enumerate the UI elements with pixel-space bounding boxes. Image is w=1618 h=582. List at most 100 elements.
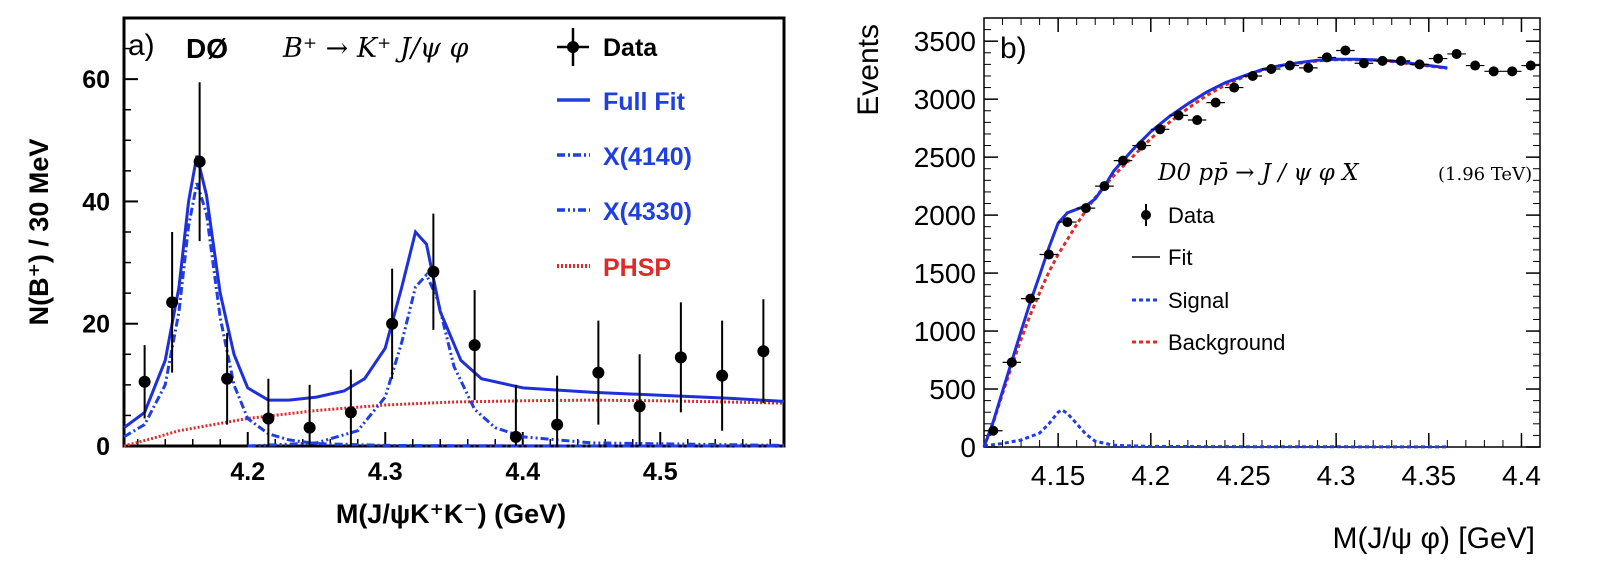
panel-b-energy-label: (1.96 TeV) [1438,164,1532,185]
panel-a-data-point [592,320,605,425]
panel-b-legend-background: Background [1168,330,1285,355]
panel-b-data-point [1354,58,1374,69]
panel-a-data-point [427,213,440,330]
panel-a-axis-ticks: 4.2 4.3 4.4 4.5 0 20 40 60 [82,47,771,486]
panel-b-marker [1340,45,1351,56]
panel-a-legend-full-fit: Full Fit [603,88,686,116]
panel-a-data-points [138,82,770,446]
panel-b-marker [1210,97,1221,108]
panel-a-label: a) [128,29,155,62]
panel-b-x-tick-label: 4.4 [1502,460,1541,491]
panel-b-x-tick-label: 4.2 [1131,460,1170,491]
panel-a-y-tick-label: 40 [82,188,110,216]
panel-a-phsp-curve [123,398,785,448]
panel-a-data-point [221,332,234,425]
panel-b-marker [988,425,999,436]
panel-a-experiment-label: DØ [186,33,228,64]
panel-a-data-point [468,290,481,401]
panel-a-marker [716,369,729,382]
panel-a-marker [193,155,206,168]
panel-b-data-point [1521,60,1540,71]
panel-b-data-point [1391,55,1411,66]
panel-b-data-point [1502,66,1522,77]
panel-b-data-point [1447,48,1466,59]
panel-a-marker [633,400,646,413]
panel-a-legend-x4140: X(4140) [603,143,692,171]
panel-a-x-tick-label: 4.2 [230,458,265,486]
panel-b-fit-curve [982,57,1448,448]
panel-b-y-tick-label: 0 [960,432,976,463]
panel-b-y-axis-label: Events [852,24,885,116]
panel-a-data-point [138,345,151,419]
panel-b-marker [1192,115,1203,126]
panel-b-legend-data-marker [1141,204,1151,226]
panel-a-legend: Data Full Fit X(4140) X(4330) PHSP [557,28,692,282]
panel-b-marker [1433,53,1444,64]
panel-b-marker [1284,60,1295,71]
panel-b-y-tick-label: 3500 [914,26,976,57]
panel-a-marker [592,366,605,379]
panel-b-marker [1229,82,1240,93]
panel-b-frame [983,17,1541,448]
panel-b-marker [1099,181,1110,192]
panel-b-marker [1396,55,1406,66]
panel-b-data-point [1262,64,1281,75]
panel-a-legend-x4330: X(4330) [603,198,692,226]
panel-b-marker [1173,110,1184,121]
panel-a-marker [757,345,770,358]
panel-b-data-point [984,425,1003,436]
panel-b-data-point [1113,155,1133,166]
panel-b-axis-ticks: 4.15 4.2 4.25 4.3 4.35 4.4 0 500 1000 1500 2000 250… [914,18,1541,491]
panel-b-data-point [1187,115,1207,126]
panel-a-decay-label: B⁺ → K⁺ J/ψ φ [282,33,469,64]
panel-b-data-point [1299,62,1318,73]
panel-b-marker [1321,52,1332,63]
panel-b-marker [1118,155,1128,166]
panel-a-data-point [674,302,687,413]
panel-a-marker [468,339,481,352]
panel-a-legend-data-marker [557,28,589,66]
panel-a-data-point [193,82,206,242]
panel-b-marker [1043,249,1054,260]
panel-b-legend-data: Data [1168,203,1215,228]
panel-a-marker [386,317,399,330]
panel-a-y-tick-label: 20 [82,311,110,339]
panel-b-data-point [1039,249,1059,260]
panel-b-y-tick-label: 2000 [914,200,976,231]
panel-b-data-point [1280,60,1300,71]
panel-b-marker [1414,59,1425,70]
panel-b-y-tick-label: 3000 [914,84,976,115]
panel-b-label: b) [1000,32,1027,65]
panel-a-y-tick-label: 60 [82,66,110,94]
panel-b-marker [1136,140,1147,151]
panel-a-data-point [551,375,564,446]
panel-b-data-points [984,45,1540,436]
panel-a-data-point [262,378,275,446]
panel-b-data-point [1021,293,1040,304]
panel-a-marker [166,296,179,309]
panel-b-signal-curve [983,408,1448,449]
panel-a-x4330-curve [247,272,785,448]
panel-a-data-point [633,354,646,446]
panel-b-data-point [1317,52,1337,63]
panel-a-x-axis-label: M(J/ψK⁺K⁻) (GeV) [336,499,566,529]
panel-a-full-fit-curve [123,155,785,429]
panel-a-data-point [386,268,399,379]
panel-b-y-tick-label: 1500 [914,258,976,289]
panel-b-data-point [1484,66,1503,77]
panel-a-data-point [303,384,316,446]
panel-b-marker [1155,124,1166,135]
panel-b-legend-fit: Fit [1168,245,1192,270]
panel-b-marker [1488,66,1499,77]
panel-b-marker [1247,70,1258,81]
panel-b-marker [1266,64,1277,75]
panel-a-data-point [757,299,770,404]
panel-a-marker [551,418,564,431]
panel-b-data-point [1095,181,1114,192]
panel-a-legend-data: Data [603,34,658,62]
panel-a-marker [509,430,522,443]
panel-a-data-point [344,369,357,446]
panel-b-y-tick-label: 2500 [914,142,976,173]
panel-b-y-tick-label: 500 [929,374,976,405]
